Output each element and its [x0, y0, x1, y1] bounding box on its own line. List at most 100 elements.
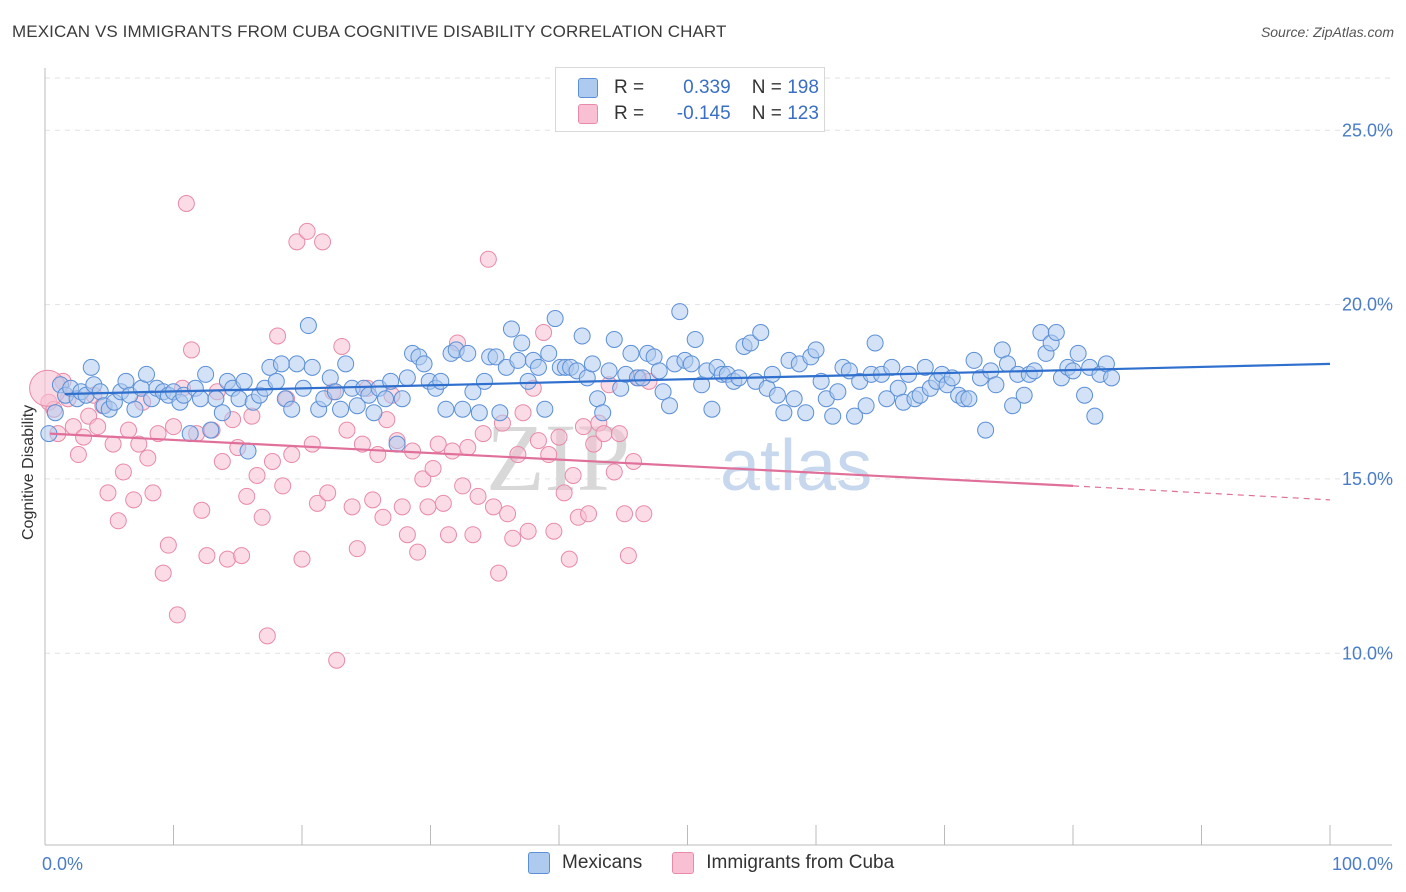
data-point-cuba [605, 463, 623, 481]
legend-item-cuba: Immigrants from Cuba [672, 852, 894, 874]
legend-r-label: R = [614, 103, 645, 124]
legend-n-value: 198 [787, 77, 819, 98]
data-point-mexicans [337, 355, 355, 373]
data-point-cuba [298, 222, 316, 240]
data-point-cuba [374, 508, 392, 526]
source-label: Source: ZipAtlas.com [1260, 24, 1394, 40]
data-point-cuba [459, 439, 477, 457]
legend-n-label: N = [751, 77, 782, 98]
data-point-mexicans [752, 324, 770, 342]
data-point-mexicans [509, 351, 527, 369]
data-point-mexicans [46, 404, 64, 422]
data-point-mexicans [91, 383, 109, 401]
data-point-cuba [625, 453, 643, 470]
data-point-cuba [439, 526, 457, 544]
data-point-mexicans [605, 330, 623, 348]
data-point-mexicans [117, 372, 135, 390]
data-point-mexicans [332, 400, 350, 418]
data-point-cuba [635, 505, 653, 523]
data-point-mexicans [529, 358, 547, 376]
data-point-cuba [114, 463, 132, 481]
data-point-cuba [338, 421, 356, 439]
data-point-mexicans [365, 404, 383, 422]
data-point-cuba [580, 505, 598, 523]
legend-r-value: -0.145 [676, 103, 731, 124]
data-point-cuba [144, 484, 162, 502]
trend-line-cuba-extension [1072, 485, 1331, 501]
data-point-cuba [454, 477, 472, 495]
legend-row-cuba: R = -0.145 N = 123 [578, 102, 819, 126]
data-point-mexicans [502, 320, 520, 338]
legend-label-mexicans: Mexicans [562, 852, 643, 873]
data-point-cuba [504, 529, 522, 547]
data-point-cuba [139, 449, 157, 467]
data-point-mexicans [415, 355, 433, 373]
data-point-mexicans [348, 397, 366, 415]
data-point-cuba [419, 498, 437, 516]
data-point-mexicans [654, 383, 672, 401]
data-point-mexicans [703, 400, 721, 418]
data-point-mexicans [987, 376, 1005, 394]
series-mexicans [40, 303, 1121, 460]
data-point-mexicans [812, 372, 830, 390]
y-tick-label: 10.0% [1342, 643, 1393, 663]
data-point-mexicans [540, 344, 558, 362]
data-point-cuba [165, 418, 182, 436]
data-point-mexicans [288, 355, 306, 373]
data-point-cuba [564, 466, 582, 484]
legend-r-value: 0.339 [683, 77, 731, 98]
data-point-mexicans [878, 390, 896, 408]
data-point-mexicans [594, 404, 612, 422]
data-point-cuba [258, 627, 276, 645]
legend-swatch-mexicans [528, 852, 550, 874]
data-point-cuba [293, 550, 311, 568]
data-point-cuba [69, 446, 87, 464]
data-point-cuba [314, 233, 332, 251]
data-point-mexicans [377, 390, 395, 408]
data-point-cuba [149, 425, 167, 443]
data-point-cuba [484, 498, 502, 516]
data-point-cuba [529, 432, 547, 450]
data-point-mexicans [519, 372, 537, 390]
data-point-mexicans [487, 348, 505, 366]
data-point-mexicans [883, 358, 901, 376]
data-point-cuba [168, 606, 186, 624]
watermark-atlas: atlas [720, 426, 872, 506]
data-point-mexicans [763, 365, 781, 383]
trend-line-mexicans [64, 362, 1331, 396]
y-axis-label: Cognitive Disability [20, 405, 37, 540]
data-point-cuba [333, 337, 351, 355]
data-point-cuba [619, 547, 637, 565]
data-point-cuba [509, 446, 527, 464]
data-point-mexicans [235, 372, 253, 390]
data-point-cuba [343, 498, 361, 516]
data-point-cuba [253, 508, 271, 526]
data-point-mexicans [1004, 397, 1022, 415]
chart-title: MEXICAN VS IMMIGRANTS FROM CUBA COGNITIV… [12, 22, 727, 41]
data-point-mexicans [475, 372, 493, 390]
data-point-mexicans [785, 390, 803, 408]
data-point-cuba [109, 512, 127, 530]
data-point-cuba [409, 543, 427, 561]
data-point-mexicans [1047, 324, 1065, 342]
data-point-cuba [75, 428, 93, 446]
data-point-cuba [443, 442, 461, 460]
data-point-cuba [550, 428, 568, 446]
data-point-mexicans [824, 407, 842, 425]
data-point-mexicans [513, 334, 531, 352]
data-point-mexicans [807, 341, 825, 359]
data-point-cuba [120, 421, 138, 439]
series-cuba [29, 195, 658, 669]
data-point-cuba [464, 526, 482, 544]
data-point-cuba [560, 550, 578, 568]
data-point-cuba [429, 435, 447, 453]
data-point-mexicans [857, 397, 875, 415]
legend-swatch-cuba [672, 852, 695, 874]
data-point-mexicans [1103, 369, 1121, 387]
data-point-cuba [104, 435, 122, 453]
data-point-mexicans [775, 404, 793, 422]
legend-n-label: N = [751, 103, 782, 124]
data-point-mexicans [388, 435, 406, 453]
data-point-cuba [545, 522, 563, 540]
data-point-mexicans [600, 362, 618, 380]
